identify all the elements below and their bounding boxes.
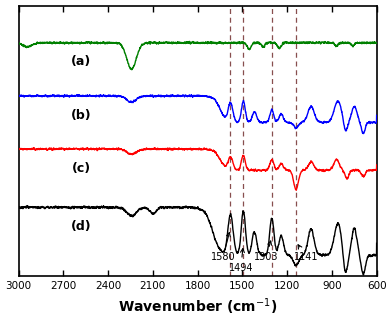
Text: (c): (c)	[72, 162, 91, 175]
Text: (d): (d)	[71, 220, 92, 233]
Text: (b): (b)	[71, 109, 92, 121]
Text: (a): (a)	[71, 56, 91, 68]
Text: 1141: 1141	[294, 245, 318, 262]
Text: 1494: 1494	[229, 249, 253, 273]
Text: 1303: 1303	[254, 241, 278, 262]
Text: 1580: 1580	[211, 233, 235, 262]
X-axis label: Wavenumber (cm$^{-1}$): Wavenumber (cm$^{-1}$)	[118, 297, 277, 318]
